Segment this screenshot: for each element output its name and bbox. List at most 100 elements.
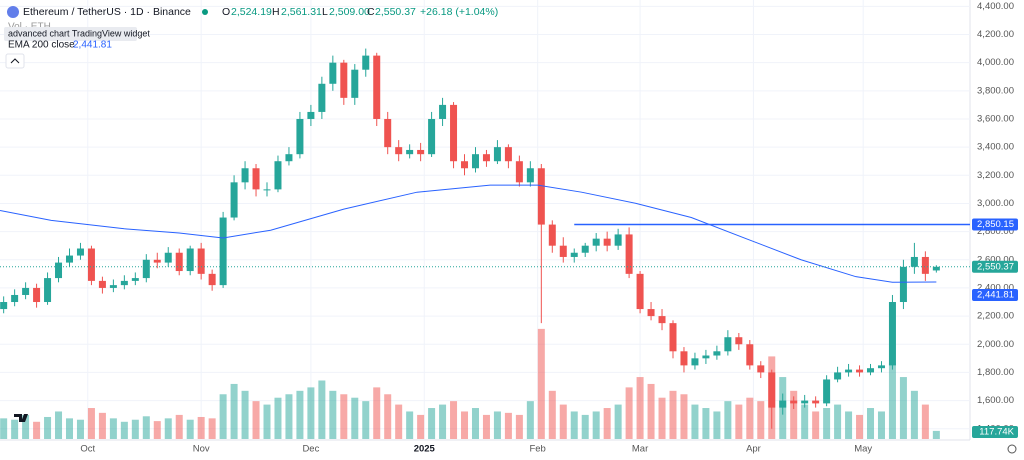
- volume-bar: [526, 401, 534, 439]
- volume-bar: [439, 404, 447, 439]
- y-tick-label: 2,400.00: [977, 282, 1014, 293]
- volume-bar: [164, 418, 172, 439]
- y-tick-label: 2,000.00: [977, 339, 1014, 350]
- candle-body: [746, 344, 754, 366]
- candle-body: [515, 161, 523, 183]
- l-label: L: [322, 6, 328, 18]
- candle-body: [153, 259, 161, 263]
- volume-bar: [603, 408, 611, 439]
- candle-body: [888, 302, 896, 366]
- candle-body: [669, 323, 677, 352]
- candle-body: [230, 182, 238, 218]
- candle-body: [197, 248, 205, 274]
- candle-body: [340, 62, 348, 98]
- ema-label-box: [972, 289, 1018, 302]
- candle-body: [471, 154, 479, 169]
- y-tick-label: 1,600.00: [977, 395, 1014, 406]
- candle-body: [581, 245, 589, 253]
- volume-bar: [0, 418, 8, 439]
- candle-body: [395, 147, 403, 155]
- candle-body: [932, 266, 940, 271]
- plot: [0, 0, 970, 440]
- volume-bar: [76, 419, 84, 439]
- candle-body: [274, 161, 282, 190]
- candle-body: [691, 358, 699, 366]
- candle-body: [450, 104, 458, 162]
- volume-bar: [910, 390, 918, 439]
- volume-bar: [55, 411, 63, 439]
- candle-body: [362, 55, 370, 70]
- tooltip-box: [4, 27, 137, 41]
- candle-body: [603, 238, 611, 246]
- y-tick-label: 2,800.00: [977, 226, 1014, 237]
- candle-body: [877, 365, 885, 369]
- volume-bar: [515, 414, 523, 439]
- candle-body: [164, 252, 172, 263]
- candle-body: [636, 273, 644, 310]
- candle-body: [921, 256, 929, 274]
- settings-icon[interactable]: [1007, 444, 1017, 454]
- volume-bar: [504, 412, 512, 439]
- tv-logo: [14, 414, 28, 422]
- volume-bar: [877, 411, 885, 439]
- volume-bar: [658, 397, 666, 439]
- candle-body: [296, 118, 304, 155]
- candle-body: [801, 400, 809, 404]
- volume-bar: [581, 414, 589, 439]
- volume-bar: [537, 328, 545, 439]
- symbol-icon: [7, 6, 19, 18]
- y-tick-label: 3,800.00: [977, 85, 1014, 96]
- candle-body: [779, 400, 787, 408]
- collapse-icon: [10, 58, 20, 64]
- candle-body: [713, 351, 721, 356]
- volume-bar: [614, 404, 622, 439]
- h-value: 2,561.31: [281, 6, 322, 18]
- candle-body: [910, 256, 918, 267]
- volume-label: 117.74K: [979, 427, 1014, 438]
- y-tick-label: 3,200.00: [977, 170, 1014, 181]
- candle-body: [175, 252, 183, 272]
- hline-label-box: [972, 218, 1018, 231]
- candle-body: [351, 69, 359, 98]
- x-tick-label: Oct: [80, 444, 95, 455]
- last-price-label: 2,550.37: [977, 261, 1014, 272]
- volume-bar: [680, 394, 688, 439]
- volume-bar: [362, 401, 370, 439]
- candle-body: [252, 168, 260, 190]
- candle-body: [461, 161, 469, 169]
- candle-body: [384, 118, 392, 148]
- volume-bar: [450, 401, 458, 439]
- candle-body: [76, 248, 84, 256]
- candle-body: [504, 147, 512, 162]
- candle-body: [263, 189, 271, 191]
- candle-body: [757, 365, 765, 373]
- candle-body: [142, 259, 150, 279]
- y-tick-label: 3,400.00: [977, 142, 1014, 153]
- o-value: 2,524.19: [231, 6, 272, 18]
- volume-bar: [296, 390, 304, 439]
- x-tick-label: Feb: [529, 444, 545, 455]
- x-tick-label: Nov: [193, 444, 210, 455]
- volume-bar: [823, 408, 831, 439]
- candle-body: [867, 368, 875, 373]
- volume-bar: [197, 416, 205, 439]
- symbol: Ethereum / TetherUS · 1D · Binance: [23, 6, 191, 18]
- candle-body: [899, 266, 907, 303]
- volume-bar: [351, 397, 359, 439]
- volume-bar: [384, 394, 392, 439]
- candle-body: [647, 309, 655, 317]
- volume-label-box: [972, 426, 1018, 438]
- volume-bar: [636, 377, 644, 439]
- collapse-button[interactable]: [5, 53, 25, 69]
- c-value: 2,550.37: [375, 6, 416, 18]
- volume-bar: [153, 421, 161, 439]
- candle-body: [493, 147, 501, 162]
- hline-label: 2,850.15: [977, 219, 1014, 230]
- x-tick-label: Apr: [746, 444, 761, 455]
- volume-bar: [274, 397, 282, 439]
- candle-body: [548, 224, 556, 246]
- candle-body: [768, 372, 776, 408]
- candle-body: [845, 369, 853, 373]
- candle-body: [44, 278, 52, 303]
- volume-bar: [735, 404, 743, 439]
